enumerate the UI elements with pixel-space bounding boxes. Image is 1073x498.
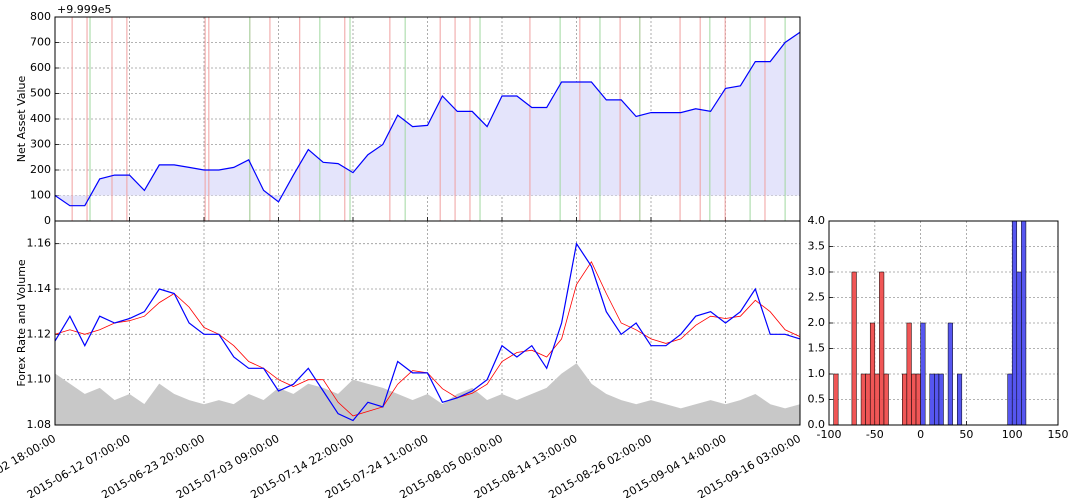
hist-bar <box>1007 373 1013 426</box>
y-tick-label: 400 <box>30 112 51 125</box>
hist-bar <box>883 373 889 426</box>
y-tick-label: 0.0 <box>808 418 826 431</box>
hist-bar <box>929 373 935 426</box>
y-tick-label: 0 <box>44 214 51 227</box>
hist-bar <box>906 322 912 426</box>
x-tick-label: -50 <box>866 428 884 441</box>
hist-bar <box>947 322 953 426</box>
hist-bar <box>915 373 921 426</box>
hist-bar <box>934 373 940 426</box>
y-tick-label: 3.5 <box>808 240 826 253</box>
offset-label: +9.999e5 <box>57 3 111 16</box>
hist-bar <box>1011 220 1018 426</box>
hist-bar <box>879 271 885 426</box>
x-tick-label: -100 <box>817 428 842 441</box>
y-tick-label: 0.5 <box>808 393 826 406</box>
hist-bar <box>851 271 857 426</box>
y-tick-label: 1.10 <box>27 373 52 386</box>
y-tick-label: 200 <box>30 163 51 176</box>
y-tick-label: 2.0 <box>808 316 826 329</box>
hist-frame <box>828 220 1059 426</box>
hist-bar <box>860 373 866 426</box>
y-tick-label: 1.14 <box>27 282 52 295</box>
hist-bar <box>865 373 871 426</box>
rate-line <box>54 242 801 422</box>
hist-bar <box>874 373 880 426</box>
x-tick-label: 0 <box>917 428 924 441</box>
hist-bar <box>938 373 944 426</box>
area-fill <box>55 32 800 206</box>
y-tick-label: 1.12 <box>27 327 52 340</box>
hist-bar <box>1016 271 1022 426</box>
hist-bar <box>920 322 926 426</box>
y-axis-label: Forex Rate and Volume <box>15 259 28 387</box>
y-tick-label: 3.0 <box>808 265 826 278</box>
y-axis-label: Net Asset Value <box>15 75 28 162</box>
hist-bar <box>902 373 908 426</box>
y-tick-label: 300 <box>30 138 51 151</box>
hist-bar <box>869 322 876 426</box>
hist-bar <box>1021 220 1027 426</box>
hist-bar <box>911 373 917 426</box>
nav-line <box>54 31 801 207</box>
hist-bar <box>833 373 839 426</box>
y-tick-label: 2.5 <box>808 291 826 304</box>
y-tick-label: 1.16 <box>27 237 52 250</box>
y-tick-label: 4.0 <box>808 214 826 227</box>
y-tick-label: 600 <box>30 61 51 74</box>
y-tick-label: 800 <box>30 10 51 23</box>
y-tick-label: 100 <box>30 189 51 202</box>
x-tick-label: 100 <box>1002 428 1023 441</box>
forex-frame <box>54 220 801 426</box>
y-tick-label: 1.5 <box>808 342 826 355</box>
y-tick-label: 1.0 <box>808 367 826 380</box>
hist-bar <box>956 373 963 426</box>
y-tick-label: 700 <box>30 36 51 49</box>
x-tick-label: 50 <box>959 428 973 441</box>
y-tick-label: 500 <box>30 87 51 100</box>
x-tick-label: 150 <box>1048 428 1069 441</box>
y-tick-label: 1.08 <box>27 418 52 431</box>
